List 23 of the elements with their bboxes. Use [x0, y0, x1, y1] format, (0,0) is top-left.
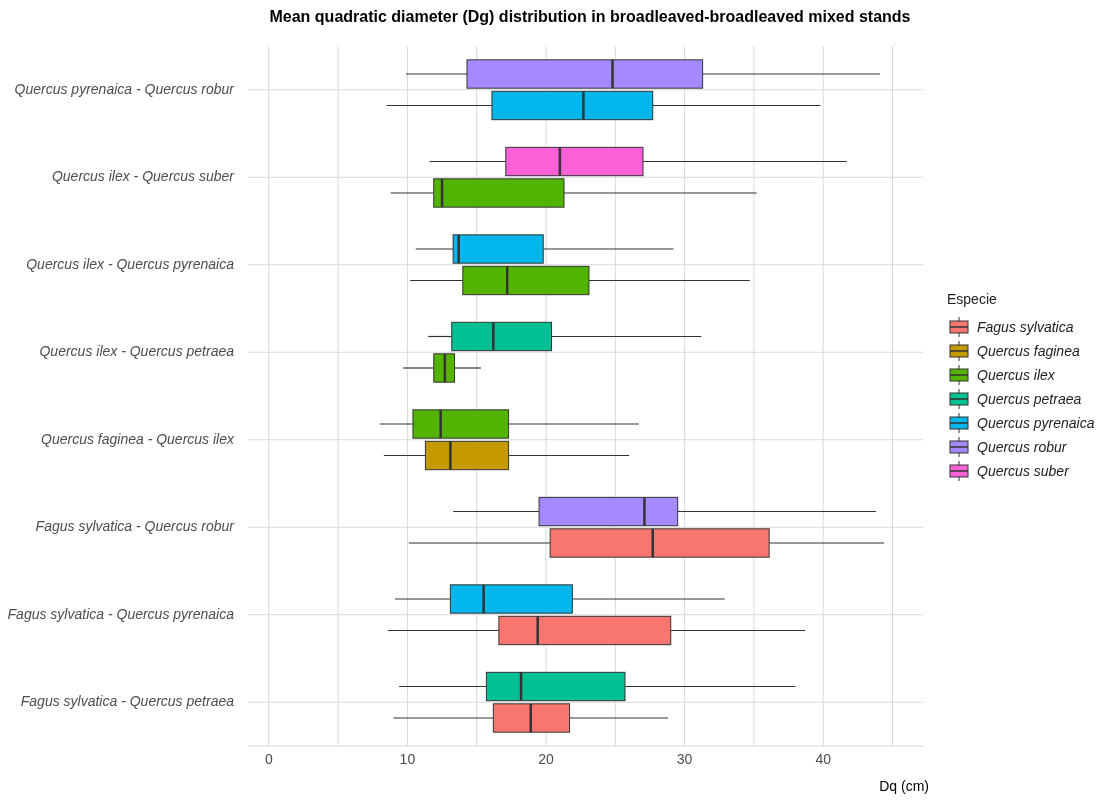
y-tick-label: Quercus ilex - Quercus suber — [51, 168, 236, 185]
chart-title: Mean quadratic diameter (Dg) distribution in broadleaved-broadleaved mixed stands — [268, 8, 912, 26]
legend-label: Fagus sylvatica — [977, 319, 1074, 335]
y-tick-label: Quercus ilex - Quercus pyrenaica — [26, 255, 235, 272]
legend-label: Quercus ilex — [977, 367, 1055, 383]
y-tick-label: Quercus faginea - Quercus ilex — [41, 430, 235, 447]
y-tick-label: Quercus pyrenaica - Quercus robur — [14, 80, 236, 97]
legend-label: Quercus petraea — [977, 391, 1082, 407]
x-tick-label: 30 — [676, 750, 693, 767]
y-tick-label: Fagus sylvatica - Quercus petraea — [20, 693, 235, 710]
x-tick-label: 40 — [815, 750, 832, 767]
y-tick-label: Fagus sylvatica - Quercus pyrenaica — [7, 605, 235, 622]
x-tick-label: 0 — [264, 750, 273, 767]
x-axis-title: Dq (cm) — [878, 778, 930, 794]
legend-label: Quercus faginea — [977, 343, 1080, 359]
y-tick-label: Quercus ilex - Quercus petraea — [39, 343, 235, 360]
legend-label: Quercus robur — [977, 439, 1067, 455]
x-tick-label: 20 — [538, 750, 554, 767]
legend-label: Quercus suber — [977, 463, 1069, 479]
y-tick-label: Fagus sylvatica - Quercus robur — [35, 518, 236, 535]
legend-label: Quercus pyrenaica — [977, 415, 1095, 431]
legend-title: Especie — [947, 291, 998, 307]
x-tick-label: 10 — [399, 750, 416, 767]
